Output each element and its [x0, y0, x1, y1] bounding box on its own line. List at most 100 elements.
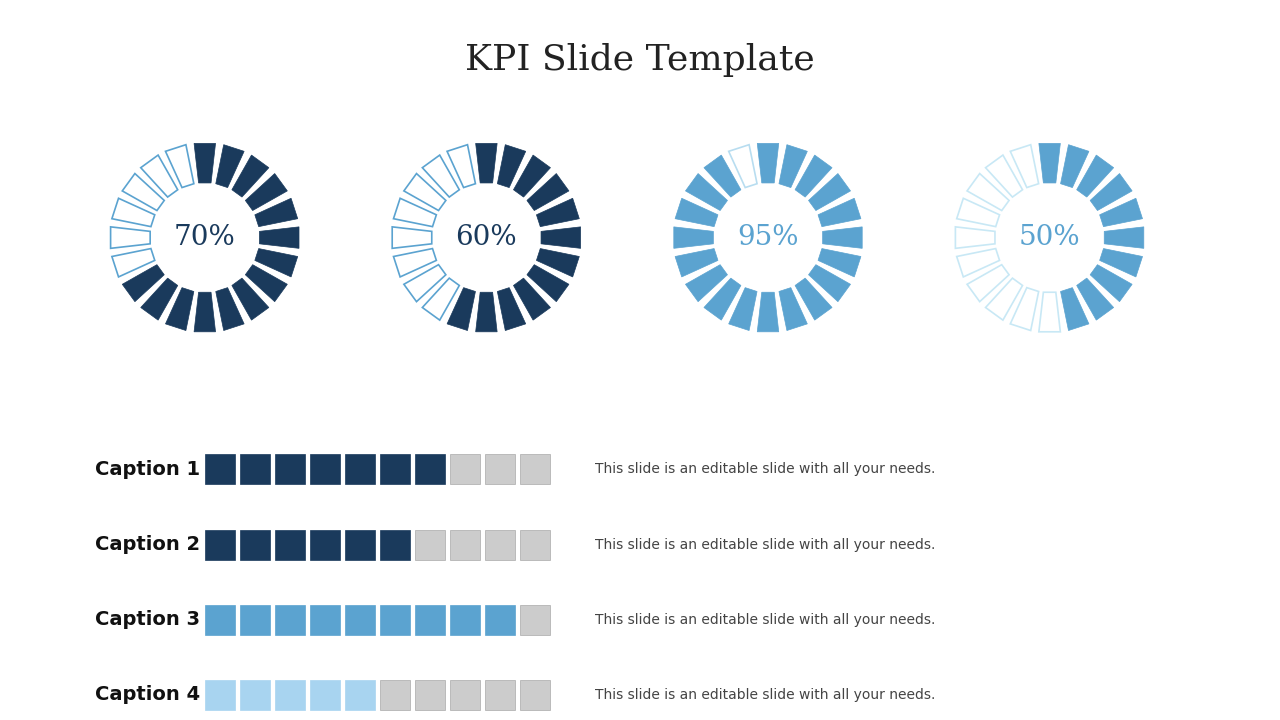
- Polygon shape: [195, 292, 215, 332]
- Polygon shape: [1105, 227, 1144, 248]
- FancyBboxPatch shape: [380, 605, 410, 635]
- FancyBboxPatch shape: [451, 529, 480, 559]
- FancyBboxPatch shape: [205, 529, 236, 559]
- Polygon shape: [447, 288, 475, 330]
- Polygon shape: [165, 288, 193, 330]
- Polygon shape: [527, 265, 568, 302]
- Polygon shape: [1076, 155, 1114, 197]
- FancyBboxPatch shape: [205, 605, 236, 635]
- Polygon shape: [255, 198, 298, 227]
- Polygon shape: [498, 288, 526, 330]
- FancyBboxPatch shape: [310, 680, 340, 710]
- Polygon shape: [476, 143, 497, 183]
- Polygon shape: [216, 145, 244, 187]
- FancyBboxPatch shape: [310, 605, 340, 635]
- Polygon shape: [260, 227, 300, 248]
- FancyBboxPatch shape: [415, 454, 445, 485]
- Polygon shape: [1100, 248, 1143, 277]
- Polygon shape: [675, 248, 718, 277]
- FancyBboxPatch shape: [310, 454, 340, 485]
- FancyBboxPatch shape: [346, 529, 375, 559]
- Polygon shape: [476, 292, 497, 332]
- FancyBboxPatch shape: [241, 680, 270, 710]
- Text: Caption 3: Caption 3: [95, 611, 200, 629]
- FancyBboxPatch shape: [520, 529, 550, 559]
- FancyBboxPatch shape: [241, 454, 270, 485]
- FancyBboxPatch shape: [346, 605, 375, 635]
- Text: 60%: 60%: [456, 224, 517, 251]
- Polygon shape: [1091, 174, 1132, 210]
- Polygon shape: [232, 278, 269, 320]
- Polygon shape: [780, 288, 808, 330]
- Polygon shape: [809, 174, 850, 210]
- Polygon shape: [1076, 278, 1114, 320]
- Polygon shape: [1100, 198, 1143, 227]
- Text: This slide is an editable slide with all your needs.: This slide is an editable slide with all…: [595, 538, 936, 552]
- FancyBboxPatch shape: [275, 605, 305, 635]
- Polygon shape: [498, 145, 526, 187]
- Polygon shape: [216, 288, 244, 330]
- Text: 95%: 95%: [737, 224, 799, 251]
- Text: 50%: 50%: [1019, 224, 1080, 251]
- Polygon shape: [246, 174, 287, 210]
- Polygon shape: [1061, 288, 1089, 330]
- Polygon shape: [795, 155, 832, 197]
- FancyBboxPatch shape: [485, 529, 515, 559]
- Text: Caption 2: Caption 2: [95, 535, 200, 554]
- Polygon shape: [1039, 143, 1060, 183]
- FancyBboxPatch shape: [275, 454, 305, 485]
- Text: This slide is an editable slide with all your needs.: This slide is an editable slide with all…: [595, 688, 936, 702]
- FancyBboxPatch shape: [275, 529, 305, 559]
- Polygon shape: [141, 278, 178, 320]
- Text: This slide is an editable slide with all your needs.: This slide is an editable slide with all…: [595, 613, 936, 626]
- Polygon shape: [728, 288, 756, 330]
- FancyBboxPatch shape: [205, 680, 236, 710]
- FancyBboxPatch shape: [380, 529, 410, 559]
- Polygon shape: [675, 198, 718, 227]
- FancyBboxPatch shape: [310, 529, 340, 559]
- FancyBboxPatch shape: [520, 605, 550, 635]
- FancyBboxPatch shape: [241, 529, 270, 559]
- Polygon shape: [513, 278, 550, 320]
- Polygon shape: [795, 278, 832, 320]
- Polygon shape: [780, 145, 808, 187]
- Polygon shape: [818, 248, 861, 277]
- Polygon shape: [758, 292, 778, 332]
- Polygon shape: [123, 265, 164, 302]
- Polygon shape: [536, 198, 580, 227]
- FancyBboxPatch shape: [485, 605, 515, 635]
- Polygon shape: [536, 248, 580, 277]
- Polygon shape: [686, 265, 727, 302]
- Polygon shape: [673, 227, 713, 248]
- Text: Caption 1: Caption 1: [95, 460, 200, 479]
- Polygon shape: [527, 174, 568, 210]
- Polygon shape: [1091, 265, 1132, 302]
- FancyBboxPatch shape: [415, 680, 445, 710]
- Polygon shape: [758, 143, 778, 183]
- FancyBboxPatch shape: [346, 454, 375, 485]
- FancyBboxPatch shape: [380, 454, 410, 485]
- Polygon shape: [818, 198, 861, 227]
- Text: This slide is an editable slide with all your needs.: This slide is an editable slide with all…: [595, 462, 936, 477]
- FancyBboxPatch shape: [380, 680, 410, 710]
- Polygon shape: [1061, 145, 1089, 187]
- FancyBboxPatch shape: [205, 454, 236, 485]
- FancyBboxPatch shape: [241, 605, 270, 635]
- Polygon shape: [232, 155, 269, 197]
- Polygon shape: [809, 265, 850, 302]
- FancyBboxPatch shape: [415, 605, 445, 635]
- Polygon shape: [686, 174, 727, 210]
- Polygon shape: [823, 227, 863, 248]
- FancyBboxPatch shape: [451, 454, 480, 485]
- Polygon shape: [704, 278, 741, 320]
- Polygon shape: [195, 143, 215, 183]
- FancyBboxPatch shape: [485, 454, 515, 485]
- Polygon shape: [704, 155, 741, 197]
- Text: Caption 4: Caption 4: [95, 685, 200, 704]
- FancyBboxPatch shape: [451, 605, 480, 635]
- FancyBboxPatch shape: [520, 454, 550, 485]
- FancyBboxPatch shape: [275, 680, 305, 710]
- Polygon shape: [255, 248, 298, 277]
- FancyBboxPatch shape: [415, 529, 445, 559]
- Polygon shape: [513, 155, 550, 197]
